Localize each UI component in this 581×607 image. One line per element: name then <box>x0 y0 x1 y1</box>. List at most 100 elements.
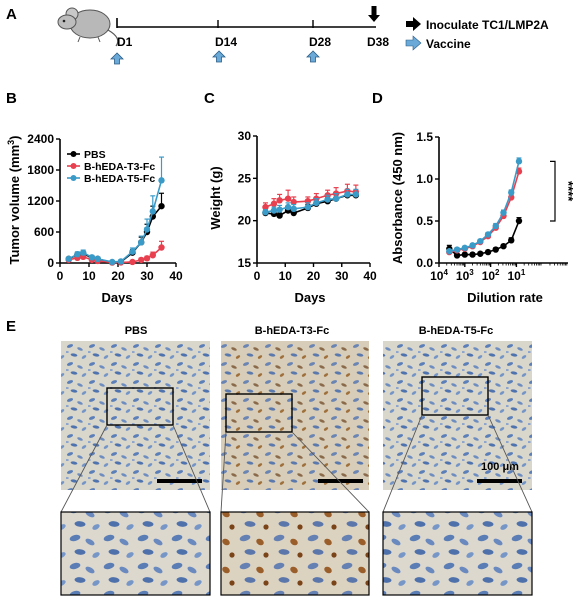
data-point <box>149 252 156 259</box>
data-point <box>143 226 151 233</box>
x-tick-label: 20 <box>307 269 321 283</box>
data-point <box>129 258 136 266</box>
tumor-volume-y-axis-title: Tumor volume (mm3) <box>6 135 22 264</box>
histology-zoom-t5 <box>382 511 533 596</box>
data-point <box>469 242 476 249</box>
y-tick-label: 0 <box>47 256 54 270</box>
y-tick-label: 25 <box>238 171 252 185</box>
y-tick-label: 30 <box>238 129 252 143</box>
data-point <box>332 195 340 202</box>
legend-swatch-marker <box>70 151 77 157</box>
panel-label-a: A <box>6 6 17 23</box>
timeline-day-3: D28 <box>309 35 331 49</box>
data-point <box>276 212 283 219</box>
significance-bracket <box>550 160 556 222</box>
data-point <box>143 255 151 262</box>
x-tick-label: 103 <box>456 268 474 283</box>
data-point <box>270 207 278 214</box>
data-point <box>508 189 515 196</box>
tumor-volume-xlabel: Days <box>101 290 132 305</box>
absorbance-chart: 104 103 102 101 0.0 0.5 1.0 1.5 **** <box>416 130 576 283</box>
panel-label-e: E <box>6 318 16 335</box>
y-tick-label: 600 <box>34 225 54 239</box>
x-tick-label: 101 <box>507 268 525 283</box>
x-tick-label: 20 <box>111 269 125 283</box>
ylabel-superscript: 3 <box>6 140 16 145</box>
x-tick-label: 10 <box>279 269 293 283</box>
x-tick-label: 102 <box>482 268 500 283</box>
x-tick-label: 0 <box>57 269 64 283</box>
series-line <box>449 171 520 253</box>
inoculate-arrow-icon <box>368 6 380 22</box>
tumor-volume-chart: 0 10 20 30 40 0 600 1200 1800 2400 PBSB-hEDA-T3-Fc… <box>27 132 183 283</box>
ylabel-tail: ) <box>7 135 22 139</box>
mouse-icon <box>57 7 119 47</box>
data-point <box>484 248 492 256</box>
vaccine-arrow-icon <box>110 50 320 65</box>
data-point <box>94 255 101 263</box>
data-point <box>262 203 269 211</box>
significance-label: **** <box>561 181 576 202</box>
timeline-day-1: D1 <box>117 35 133 49</box>
data-point <box>477 237 484 245</box>
data-point <box>324 196 331 203</box>
data-point <box>508 237 515 244</box>
data-point <box>276 206 283 213</box>
legend-label: B-hEDA-T5-Fc <box>84 173 155 185</box>
histology-title-pbs: PBS <box>125 325 148 337</box>
data-point <box>453 246 461 253</box>
tumor-volume-ylabel: Tumor volume (mm <box>7 145 22 265</box>
x-tick-label: 40 <box>169 269 183 283</box>
y-tick-label: 1200 <box>27 194 54 208</box>
svg-text:Tumor volume (mm3): Tumor volume (mm3) <box>6 135 22 264</box>
legend-vaccine-icon <box>405 35 422 51</box>
histology-title-t5: B-hEDA-T5-Fc <box>419 325 494 337</box>
panel-label-b: B <box>6 90 17 107</box>
data-point <box>515 217 523 225</box>
data-point <box>262 209 269 216</box>
data-point <box>453 252 461 259</box>
x-tick-label: 30 <box>335 269 349 283</box>
y-tick-label: 1.0 <box>416 172 433 186</box>
histology-zoom-pbs <box>60 511 211 596</box>
data-point <box>65 255 72 263</box>
y-tick-label: 1.5 <box>416 130 433 144</box>
series-line <box>449 161 520 253</box>
weight-xlabel: Days <box>294 290 325 305</box>
legend-inoculate-label: Inoculate TC1/LMP2A <box>426 18 549 32</box>
absorbance-ylabel: Absorbance (450 nm) <box>390 132 405 264</box>
timeline-axis <box>116 18 376 28</box>
histology-zoom-t3 <box>220 511 370 596</box>
data-point <box>74 251 81 258</box>
y-tick-label: 0.0 <box>416 256 433 270</box>
x-tick-label: 0 <box>254 269 261 283</box>
data-point <box>352 191 360 198</box>
absorbance-xlabel: Dilution rate <box>467 290 543 305</box>
panel-label-d: D <box>372 90 383 107</box>
data-point <box>284 195 292 202</box>
data-point <box>88 254 96 261</box>
data-point <box>446 248 453 255</box>
legend-inoculate-icon <box>406 17 421 31</box>
data-point <box>149 208 156 215</box>
data-point <box>492 246 499 253</box>
data-point <box>515 158 523 165</box>
legend-vaccine-label: Vaccine <box>426 37 471 51</box>
data-point <box>484 231 492 238</box>
y-tick-label: 20 <box>238 214 252 228</box>
data-point <box>313 199 320 207</box>
data-point <box>158 202 165 210</box>
y-tick-label: 1800 <box>27 163 54 177</box>
weight-chart: 0 10 20 30 40 15 20 25 30 <box>238 129 377 283</box>
data-point <box>138 239 145 246</box>
data-point <box>500 243 507 250</box>
y-tick-label: 2400 <box>27 132 54 146</box>
legend-label: B-hEDA-T3-Fc <box>84 161 155 173</box>
series-line <box>448 220 520 257</box>
data-point <box>158 244 165 251</box>
data-point <box>461 244 468 252</box>
data-point <box>304 203 312 211</box>
legend-swatch-marker <box>70 163 77 169</box>
histology-image-t3 <box>221 341 369 490</box>
